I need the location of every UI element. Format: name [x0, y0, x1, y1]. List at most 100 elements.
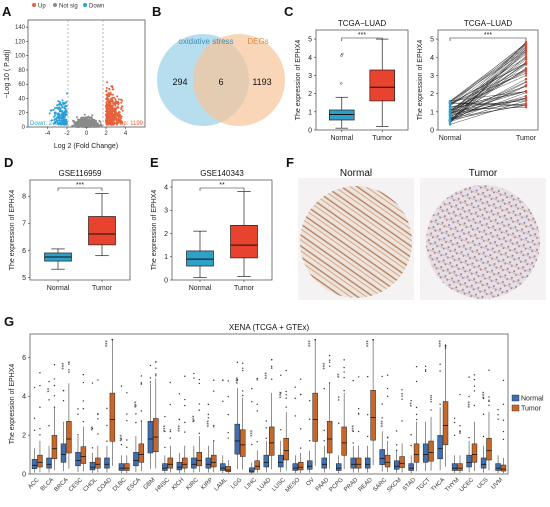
box-coad-tumor	[109, 392, 116, 442]
sig-label-prad: ***	[352, 424, 358, 432]
volcano-point-down	[54, 117, 57, 120]
volcano-point-up	[114, 104, 117, 107]
outlier-tumor	[372, 339, 374, 341]
boxplot-gse116959: GSE116959 The expression of EPHX4 5 6 7 8 Norm…	[9, 169, 131, 292]
volcano-ytick-label: 60	[18, 82, 25, 88]
ytick-label: 3	[430, 73, 434, 80]
outlier-tumor	[415, 365, 418, 368]
volcano-point-down	[57, 112, 60, 115]
outlier-normal	[164, 415, 166, 418]
volcano-point-up	[110, 108, 113, 111]
volcano-point-up	[108, 88, 111, 91]
panel-letter-f: F	[286, 155, 294, 170]
ytick-label: 3	[308, 73, 312, 80]
sig-label-hnsc: ***	[164, 424, 170, 432]
paired-point-tumor	[524, 77, 528, 81]
volcano-point-up	[116, 112, 119, 115]
outlier-normal	[338, 422, 340, 424]
outlier-tumor	[53, 406, 56, 408]
volcano-point-down	[61, 99, 64, 102]
volcano-point-notsig	[73, 121, 76, 124]
outlier-normal	[352, 379, 354, 382]
paired-point-tumor	[524, 94, 528, 98]
outlier-tumor	[68, 371, 70, 373]
xtick-label-ov: OV	[305, 477, 315, 487]
outlier-tumor	[401, 392, 403, 395]
volcano-point-down	[54, 120, 57, 123]
volcano-point-up	[111, 96, 114, 99]
box-tumor	[230, 224, 258, 259]
volcano-point-down	[65, 113, 68, 116]
paired-point-tumor	[524, 74, 528, 77]
paired-point-normal	[448, 115, 452, 118]
paired-line	[449, 73, 527, 105]
sig-label-brca: ***	[62, 362, 68, 370]
sig-label-dlbc: ***	[120, 434, 126, 442]
paired-point-tumor	[524, 52, 528, 56]
sig-label-sarc: ***	[381, 420, 387, 428]
xtick-label-laml: LAML	[214, 477, 230, 493]
outlier-tumor	[184, 398, 186, 401]
outlier-normal	[395, 449, 398, 452]
volcano-xtick-label: 4	[124, 131, 128, 137]
box-esca-tumor	[138, 443, 145, 463]
volcano-point-up	[111, 111, 114, 114]
paired-line	[449, 104, 527, 121]
volcano-point-up	[105, 90, 108, 93]
outlier-tumor	[473, 390, 476, 392]
outlier-tumor	[328, 382, 331, 384]
box-gbm-tumor	[153, 418, 159, 453]
outlier-tumor	[430, 398, 432, 401]
xtick-label-thym: THYM	[444, 477, 460, 493]
volcano-point-down	[61, 110, 64, 113]
box-pcpg-tumor	[341, 426, 347, 456]
outlier-normal	[265, 427, 267, 429]
volcano-point-down	[63, 121, 66, 124]
paired-point-tumor	[524, 84, 528, 87]
box-chol-normal	[89, 461, 96, 471]
sig-label-ucec: ***	[468, 400, 474, 408]
ytick-label: 4	[308, 55, 312, 62]
volcano-point-up	[120, 121, 123, 124]
xtick-label-kirc: KIRC	[186, 477, 201, 492]
outlier-normal	[236, 361, 239, 363]
paired-point-tumor	[524, 80, 528, 84]
volcano-point-up	[105, 93, 108, 96]
volcano-point-up	[120, 117, 123, 120]
volcano-point-notsig	[79, 124, 82, 127]
volcano-point-down	[55, 106, 58, 109]
xtick-label-tgct: TGCT	[416, 477, 432, 493]
outlier-tumor	[328, 365, 331, 367]
outlier-tumor	[459, 431, 461, 433]
paired-point-tumor	[524, 40, 528, 44]
outlier-tumor	[53, 395, 56, 397]
sig-label-ov: ***	[308, 340, 314, 348]
outlier-tumor	[285, 369, 287, 372]
outlier-tumor	[473, 374, 476, 376]
volcano-point-notsig	[75, 116, 78, 119]
venn-count-only-degs: 1193	[252, 77, 271, 87]
xtick-label-luad: LUAD	[257, 477, 273, 493]
outlier-normal	[439, 370, 441, 372]
outlier-normal	[424, 370, 427, 373]
outlier-normal	[468, 436, 470, 439]
outlier-tumor	[68, 363, 70, 365]
xtick-label-dlbc: DLBC	[112, 477, 128, 493]
outlier-tumor	[242, 390, 244, 392]
volcano-point-up	[107, 110, 110, 113]
outlier-normal	[410, 434, 412, 436]
outlier-tumor	[357, 430, 360, 433]
outlier-normal	[338, 396, 340, 398]
outlier-tumor	[155, 361, 157, 363]
outlier-tumor	[386, 374, 389, 376]
volcano-point-up	[113, 108, 116, 111]
paired-line	[449, 61, 527, 120]
box-ucec-tumor	[471, 443, 478, 463]
outlier-normal	[309, 439, 311, 442]
box-paad-tumor	[326, 421, 333, 454]
outlier-tumor	[39, 384, 41, 387]
xtick-label-thca: THCA	[430, 477, 446, 493]
outlier-normal	[207, 413, 210, 416]
outlier-normal	[280, 374, 282, 376]
box-kich-normal	[176, 461, 183, 471]
